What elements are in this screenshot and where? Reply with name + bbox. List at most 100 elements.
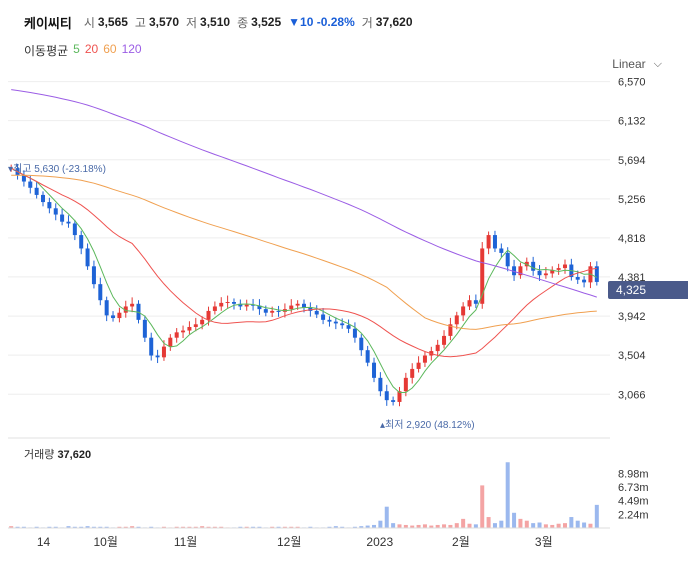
candle-body xyxy=(193,324,198,327)
x-tick-label: 10월 xyxy=(93,535,117,549)
volume-bar xyxy=(333,526,338,528)
candle-body xyxy=(289,305,294,310)
y-tick-label: 3,066 xyxy=(618,389,646,401)
close-label: 종 xyxy=(237,15,249,30)
candle-body xyxy=(302,303,306,308)
candle-body xyxy=(111,315,116,319)
candle-body xyxy=(142,319,147,338)
candle-body xyxy=(435,344,440,352)
candle-body xyxy=(518,266,523,276)
candle-body xyxy=(422,355,427,363)
ma-120-line xyxy=(11,89,597,298)
volume-bar xyxy=(9,526,14,528)
moving-average-legend: 이동평균 5 20 60 120 xyxy=(24,42,142,59)
volume-bar xyxy=(448,524,453,528)
volume-bar xyxy=(79,526,84,528)
ma-60-line xyxy=(11,174,597,330)
candle-body xyxy=(480,248,485,304)
x-tick-label: 12월 xyxy=(277,535,301,549)
x-tick-label: 14 xyxy=(37,535,51,549)
candle-body xyxy=(238,303,243,307)
volume-bar xyxy=(359,526,364,528)
scale-selector-label: Linear xyxy=(612,57,646,71)
volume-bar xyxy=(98,526,103,528)
volume-bar xyxy=(206,526,211,528)
volume-bar xyxy=(270,526,275,528)
volume-label: 거 xyxy=(361,15,373,30)
candle-body xyxy=(231,302,236,304)
y-tick-label: 6,132 xyxy=(618,116,646,128)
volume-bar xyxy=(422,524,427,528)
candle-body xyxy=(410,368,415,378)
volume-bar xyxy=(467,523,472,528)
x-tick-label: 11월 xyxy=(174,535,198,549)
open-value: 3,565 xyxy=(97,15,128,29)
candle-body xyxy=(505,252,510,267)
volume-bar xyxy=(384,506,389,528)
candle-body xyxy=(270,310,275,313)
volume-bar xyxy=(562,523,567,528)
volume-bar xyxy=(499,520,504,528)
candle-body xyxy=(187,326,192,331)
candle-body xyxy=(155,355,160,358)
candle-body xyxy=(123,306,128,313)
candle-body xyxy=(543,273,548,276)
candle-body xyxy=(251,304,256,306)
volume-bar xyxy=(524,520,529,528)
ma-120[interactable]: 120 xyxy=(121,42,142,56)
volume-bar xyxy=(588,523,593,528)
change-value: ▼10 -0.28% xyxy=(288,15,355,29)
y-tick-label: 4,381 xyxy=(618,272,646,284)
volume-tick-label: 6.73m xyxy=(618,482,649,494)
stock-header: 케이씨티 시 3,565 고 3,570 저 3,510 종 3,525 ▼10 -0.… xyxy=(24,13,420,31)
volume-bar xyxy=(531,523,536,528)
candle-body xyxy=(257,305,262,310)
volume-bar xyxy=(238,526,243,528)
y-tick-label: 3,942 xyxy=(618,311,646,323)
candle-body xyxy=(53,208,58,215)
chevron-down-icon: ⌵ xyxy=(653,57,662,70)
volume-bar xyxy=(21,526,26,528)
volume-bar xyxy=(257,526,262,528)
candle-body xyxy=(85,248,90,267)
candle-body xyxy=(582,279,587,283)
x-tick-label: 2월 xyxy=(452,535,470,549)
volume-bar xyxy=(492,523,497,528)
volume-bar xyxy=(85,526,90,528)
volume-bar xyxy=(161,526,166,528)
candle-body xyxy=(486,235,491,249)
candle-body xyxy=(372,362,377,378)
moving-average-label: 이동평균 xyxy=(24,44,69,58)
candle-body xyxy=(91,266,96,285)
candle-body xyxy=(168,337,173,347)
high-value: 3,570 xyxy=(148,15,179,29)
x-tick-label: 3월 xyxy=(535,535,553,549)
volume-bar xyxy=(480,485,485,528)
ma-20[interactable]: 20 xyxy=(84,42,99,56)
ma-20-line xyxy=(10,167,597,358)
candle-body xyxy=(212,306,217,311)
volume-bar xyxy=(518,518,523,528)
max-marker: ▾최고 5,630 (-23.18%) xyxy=(8,163,106,175)
y-tick-label: 6,570 xyxy=(618,77,646,89)
volume-bar xyxy=(512,512,517,528)
ma-60[interactable]: 60 xyxy=(103,42,117,56)
candle-body xyxy=(263,309,268,313)
volume-panel-label: 거래량 xyxy=(24,449,55,461)
candle-body xyxy=(98,284,103,301)
ma-5[interactable]: 5 xyxy=(73,42,80,56)
volume-bar xyxy=(276,526,281,528)
volume-bar xyxy=(461,518,466,528)
volume-tick-label: 4.49m xyxy=(618,496,649,508)
candle-body xyxy=(512,266,517,276)
candle-body xyxy=(461,306,466,316)
open-label: 시 xyxy=(83,15,95,30)
high-label: 고 xyxy=(134,15,146,30)
scale-selector[interactable]: Linear ⌵ xyxy=(612,57,662,71)
volume-bar xyxy=(550,524,555,528)
ma-5-line xyxy=(10,167,598,393)
low-label: 저 xyxy=(186,15,198,30)
candle-body xyxy=(60,214,65,222)
candle-body xyxy=(104,300,109,316)
